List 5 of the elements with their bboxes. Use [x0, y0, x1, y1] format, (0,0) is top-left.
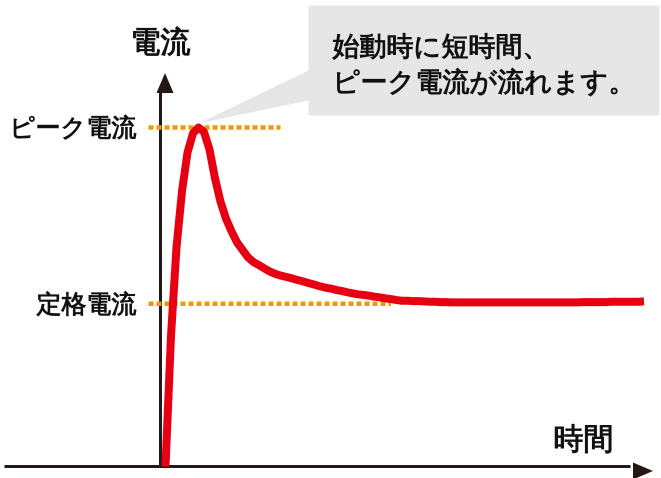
- y-axis-title: 電流: [130, 25, 192, 60]
- ref-line-label: ピーク電流: [10, 113, 138, 142]
- ref-line-label: 定格電流: [36, 289, 138, 318]
- text: 始動時に短時間、ピーク電流が流れます。: [332, 32, 636, 98]
- x-axis-title: 時間: [554, 422, 614, 457]
